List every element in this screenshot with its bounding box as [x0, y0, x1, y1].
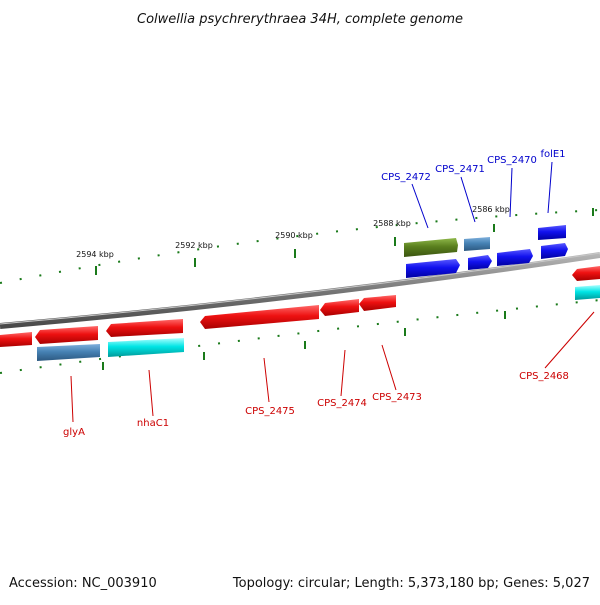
forward-strand-genes[interactable] — [404, 225, 568, 278]
accession-text: Accession: NC_003910 — [9, 576, 157, 591]
gene-cps-2472-cds[interactable] — [406, 259, 460, 278]
gene-cps-2475-cds[interactable] — [200, 305, 319, 329]
scale-label: 2588 kbp — [373, 219, 411, 228]
genome-summary-text: Topology: circular; Length: 5,373,180 bp… — [232, 576, 590, 591]
scale-label: 2594 kbp — [76, 250, 114, 259]
gene-cps-2471-cds[interactable] — [468, 255, 492, 270]
gene-label-nhac1[interactable]: nhaC1 — [137, 418, 169, 429]
gene-label-cps-2471[interactable]: CPS_2471 — [435, 164, 485, 175]
leader-line — [509, 167, 513, 218]
gene-label-cps-2470[interactable]: CPS_2470 — [487, 155, 537, 166]
scale-ticks: 2594 kbp 2592 kbp 2590 kbp 2588 kbp 2586… — [0, 205, 600, 374]
gene-cps-2471-feature[interactable] — [464, 237, 490, 251]
leader-line — [411, 183, 429, 229]
backbone-arc — [0, 252, 600, 329]
backbone-highlight — [0, 252, 600, 325]
bottom-gene-labels: glyA nhaC1 CPS_2475 CPS_2474 CPS_2473 CP… — [63, 311, 595, 438]
genome-backbone — [0, 252, 600, 329]
gene-label-fole1[interactable]: folE1 — [540, 149, 565, 160]
map-title: Colwellia psychrerythraea 34H, complete … — [137, 12, 463, 27]
gene-cps-2473-cds[interactable] — [359, 295, 396, 311]
gene-label-cps-2468[interactable]: CPS_2468 — [519, 371, 569, 382]
scale-label: 2586 kbp — [472, 205, 510, 214]
gene-cps-2472-feature[interactable] — [404, 238, 458, 257]
outer-tick-row — [0, 209, 600, 284]
scale-label: 2592 kbp — [175, 241, 213, 250]
gene-label-cps-2473[interactable]: CPS_2473 — [372, 392, 422, 403]
gene-label-cps-2472[interactable]: CPS_2472 — [381, 172, 431, 183]
gene-glya-cds[interactable] — [35, 326, 98, 344]
gene-glya-feature[interactable] — [37, 344, 100, 361]
leader-line — [70, 375, 74, 423]
gene-fole1-cds[interactable] — [541, 243, 568, 259]
gene-nhac1-cds[interactable] — [106, 319, 183, 337]
leader-line — [544, 311, 595, 369]
gene-cps-2468-feature[interactable] — [575, 285, 600, 300]
leader-line — [547, 161, 553, 214]
gene-cps-2470-cds[interactable] — [497, 249, 533, 266]
gene-label-cps-2474[interactable]: CPS_2474 — [317, 398, 367, 409]
reverse-strand-genes[interactable] — [0, 266, 600, 361]
gene-cps-2474-cds[interactable] — [320, 299, 359, 316]
top-gene-labels: CPS_2472 CPS_2471 CPS_2470 folE1 — [381, 149, 566, 229]
leader-line — [148, 369, 154, 417]
inner-tick-row — [0, 299, 600, 374]
gene-nhac1-feature[interactable] — [108, 338, 184, 357]
major-ticks — [95, 208, 594, 370]
gene-edge-left-cds[interactable] — [0, 332, 32, 347]
leader-line — [340, 349, 346, 397]
gene-label-glya[interactable]: glyA — [63, 427, 85, 438]
scale-label: 2590 kbp — [275, 231, 313, 240]
gene-cps-2468-cds[interactable] — [572, 266, 600, 281]
leader-line — [460, 176, 476, 223]
gene-fole1-feature[interactable] — [538, 225, 566, 240]
gene-label-cps-2475[interactable]: CPS_2475 — [245, 406, 295, 417]
leader-line — [263, 357, 270, 403]
leader-line — [381, 344, 397, 391]
